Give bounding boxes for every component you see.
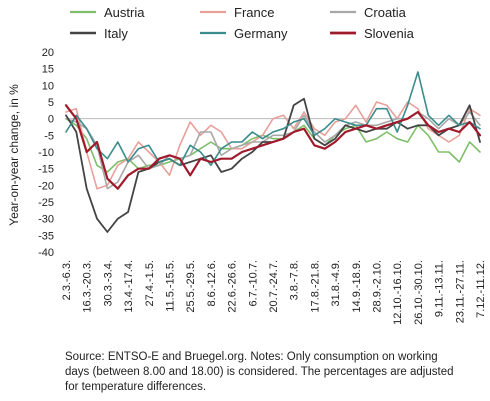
legend-item-italy: Italy [70, 26, 128, 41]
x-tick-label: 28.9.-2.10. [372, 260, 384, 313]
x-tick-label: 13.4.-17.4. [123, 260, 135, 313]
y-tick-label: -40 [38, 247, 54, 259]
y-tick-label: -5 [44, 130, 54, 142]
x-tick-label: 26.10.-30.10. [413, 260, 425, 325]
x-tick-label: 6.7.-10.7. [247, 260, 259, 306]
x-tick-label: 20.7.-24.7. [268, 260, 280, 313]
y-tick-label: -30 [38, 214, 54, 226]
x-axis: 2.3.-6.3. 16.3.-20.3. 30.3.-3.4. 13.4.-17.4… [61, 260, 487, 325]
series-line-germany [65, 71, 481, 167]
y-tick-label: -25 [38, 197, 54, 209]
x-tick-label: 12.10.-16.10. [392, 260, 404, 325]
legend-label: Germany [234, 26, 288, 41]
legend-label: Italy [104, 26, 128, 41]
y-tick-label: 10 [42, 80, 54, 92]
legend-item-austria: Austria [70, 5, 145, 20]
series-line-croatia [65, 111, 481, 190]
series-lines [64, 71, 482, 233]
y-tick-label: 20 [42, 47, 54, 59]
x-tick-label: 25.5.-29.5. [185, 260, 197, 313]
x-tick-label: 16.3.-20.3. [82, 260, 94, 313]
x-tick-label: 2.3.-6.3. [61, 260, 73, 300]
series-line-slovenia [64, 104, 482, 190]
legend-label: France [234, 5, 274, 20]
x-tick-label: 14.9.-18.9. [351, 260, 363, 313]
x-tick-label: 7.12.-11.12. [475, 260, 487, 318]
legend-label: Slovenia [364, 26, 415, 41]
y-tick-label: -20 [38, 180, 54, 192]
x-tick-label: 27.4.-1.5. [144, 260, 156, 306]
x-tick-label: 8.6.-12.6. [206, 260, 218, 306]
x-tick-label: 30.3.-3.4. [102, 260, 114, 306]
x-tick-label: 11.5.-15.5. [165, 260, 177, 312]
x-tick-label: 9.11.-13.11. [434, 260, 446, 317]
series-line-france [65, 101, 481, 190]
series-line-austria [65, 117, 481, 173]
y-tick-label: 0 [48, 114, 54, 126]
legend-item-slovenia: Slovenia [330, 26, 415, 41]
y-tick-label: -10 [38, 147, 54, 159]
x-tick-label: 31.8.-4.9. [330, 260, 342, 306]
legend-label: Croatia [364, 5, 407, 20]
x-tick-label: 22.6.-26.6. [227, 260, 239, 313]
y-tick-label: -15 [38, 164, 54, 176]
legend-label: Austria [104, 5, 145, 20]
legend-item-france: France [200, 5, 274, 20]
legend-item-germany: Germany [200, 26, 288, 41]
legend: Austria France Croatia Italy Germany Slovenia [70, 5, 415, 41]
y-tick-label: 5 [48, 97, 54, 109]
y-tick-label: 15 [42, 64, 54, 76]
y-axis-title: Year-on-year change, in % [7, 84, 21, 226]
legend-item-croatia: Croatia [330, 5, 407, 20]
x-tick-label: 3.8.-7.8. [289, 260, 301, 300]
x-tick-label: 17.8.-21.8. [309, 260, 321, 313]
source-note: Source: ENTSO-E and Bruegel.org. Notes: … [65, 351, 454, 393]
y-tick-label: -35 [38, 230, 54, 242]
y-axis: 20 15 10 5 0 -5 -10 -15 -20 -25 -30 -35 -40 [38, 47, 54, 259]
x-tick-label: 23.11.-27.11. [454, 260, 466, 323]
